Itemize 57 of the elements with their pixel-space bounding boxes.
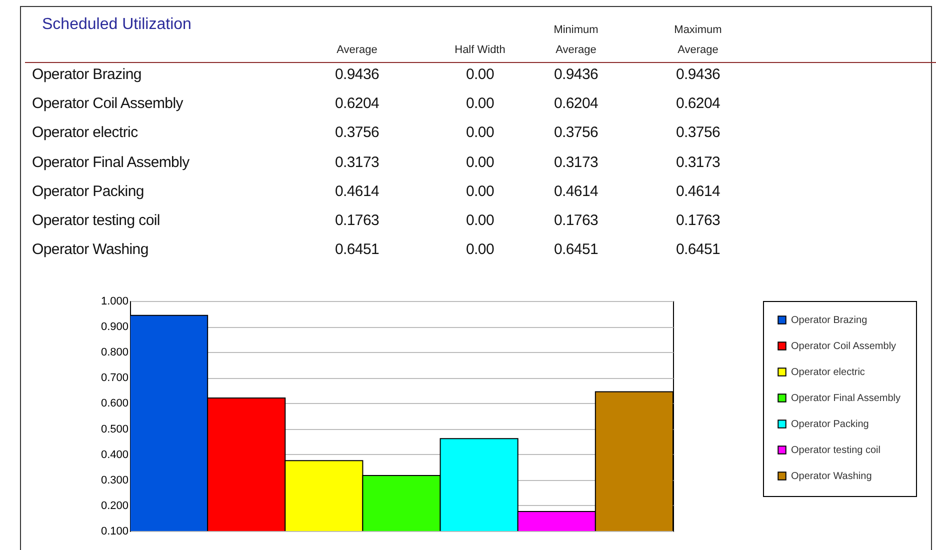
text: Maximum Average	[673, 23, 723, 58]
y-tick-label: 0.400	[100, 448, 128, 461]
legend-label: Operator electric	[791, 367, 865, 378]
legend-label: Operator Washing	[791, 471, 872, 482]
text: 0.3756	[552, 124, 600, 142]
text: 0.6204	[552, 95, 600, 112]
text: 0.6204	[334, 95, 380, 112]
text: Operator electric	[32, 124, 138, 142]
text: 0.4614	[674, 182, 722, 200]
legend-label: Operator Packing	[791, 419, 869, 430]
text: 0.3756	[674, 124, 722, 142]
text: 0.1763	[674, 212, 722, 229]
text: Operator Brazing	[32, 66, 142, 83]
text: 0.3173	[552, 154, 600, 171]
y-tick-label: 1.000	[100, 296, 128, 308]
text: 0.3756	[334, 124, 380, 142]
y-tick-label: 0.100	[100, 526, 128, 538]
text: 0.1763	[334, 212, 380, 229]
text: 0.00	[465, 154, 495, 171]
y-tick-label: 0.200	[100, 500, 128, 512]
text: Operator Washing	[32, 241, 148, 258]
text: 0.6451	[334, 241, 380, 258]
legend-label: Operator Coil Assembly	[791, 341, 896, 352]
text: 0.00	[465, 124, 495, 142]
text: 0.3173	[674, 154, 722, 171]
text: 0.9436	[674, 66, 722, 83]
text: 0.4614	[552, 182, 600, 200]
legend-label: Operator Final Assembly	[791, 393, 900, 404]
text: Minimum Average	[552, 23, 600, 58]
text: Half Width	[454, 43, 506, 58]
text: 0.6451	[674, 241, 722, 258]
text: 0.1763	[552, 212, 600, 229]
text: 0.6451	[552, 241, 600, 258]
y-tick-label: 0.300	[100, 474, 128, 486]
y-tick-label: 0.900	[100, 321, 128, 334]
y-tick-label: 0.700	[100, 372, 128, 384]
text: 0.9436	[334, 66, 380, 83]
text: 0.00	[465, 212, 495, 229]
legend-label: Operator testing coil	[791, 445, 880, 456]
text: 0.00	[465, 241, 495, 258]
text: Average	[336, 43, 378, 58]
text: 0.00	[465, 182, 495, 200]
text: Operator testing coil	[32, 212, 160, 229]
text: 0.3173	[334, 154, 380, 171]
text: 0.00	[465, 95, 495, 112]
text: 0.4614	[334, 182, 380, 200]
text: Scheduled Utilization	[42, 16, 192, 34]
text: 0.9436	[552, 66, 600, 83]
legend-label: Operator Brazing	[791, 315, 868, 326]
text: Operator Final Assembly	[32, 154, 190, 171]
y-tick-label: 0.500	[100, 423, 128, 436]
y-tick-label: 0.800	[100, 346, 128, 359]
text: Operator Packing	[32, 182, 144, 200]
text: Operator Coil Assembly	[32, 95, 183, 112]
y-tick-label: 0.600	[100, 398, 128, 410]
text: 0.00	[465, 66, 495, 83]
text: 0.6204	[674, 95, 722, 112]
